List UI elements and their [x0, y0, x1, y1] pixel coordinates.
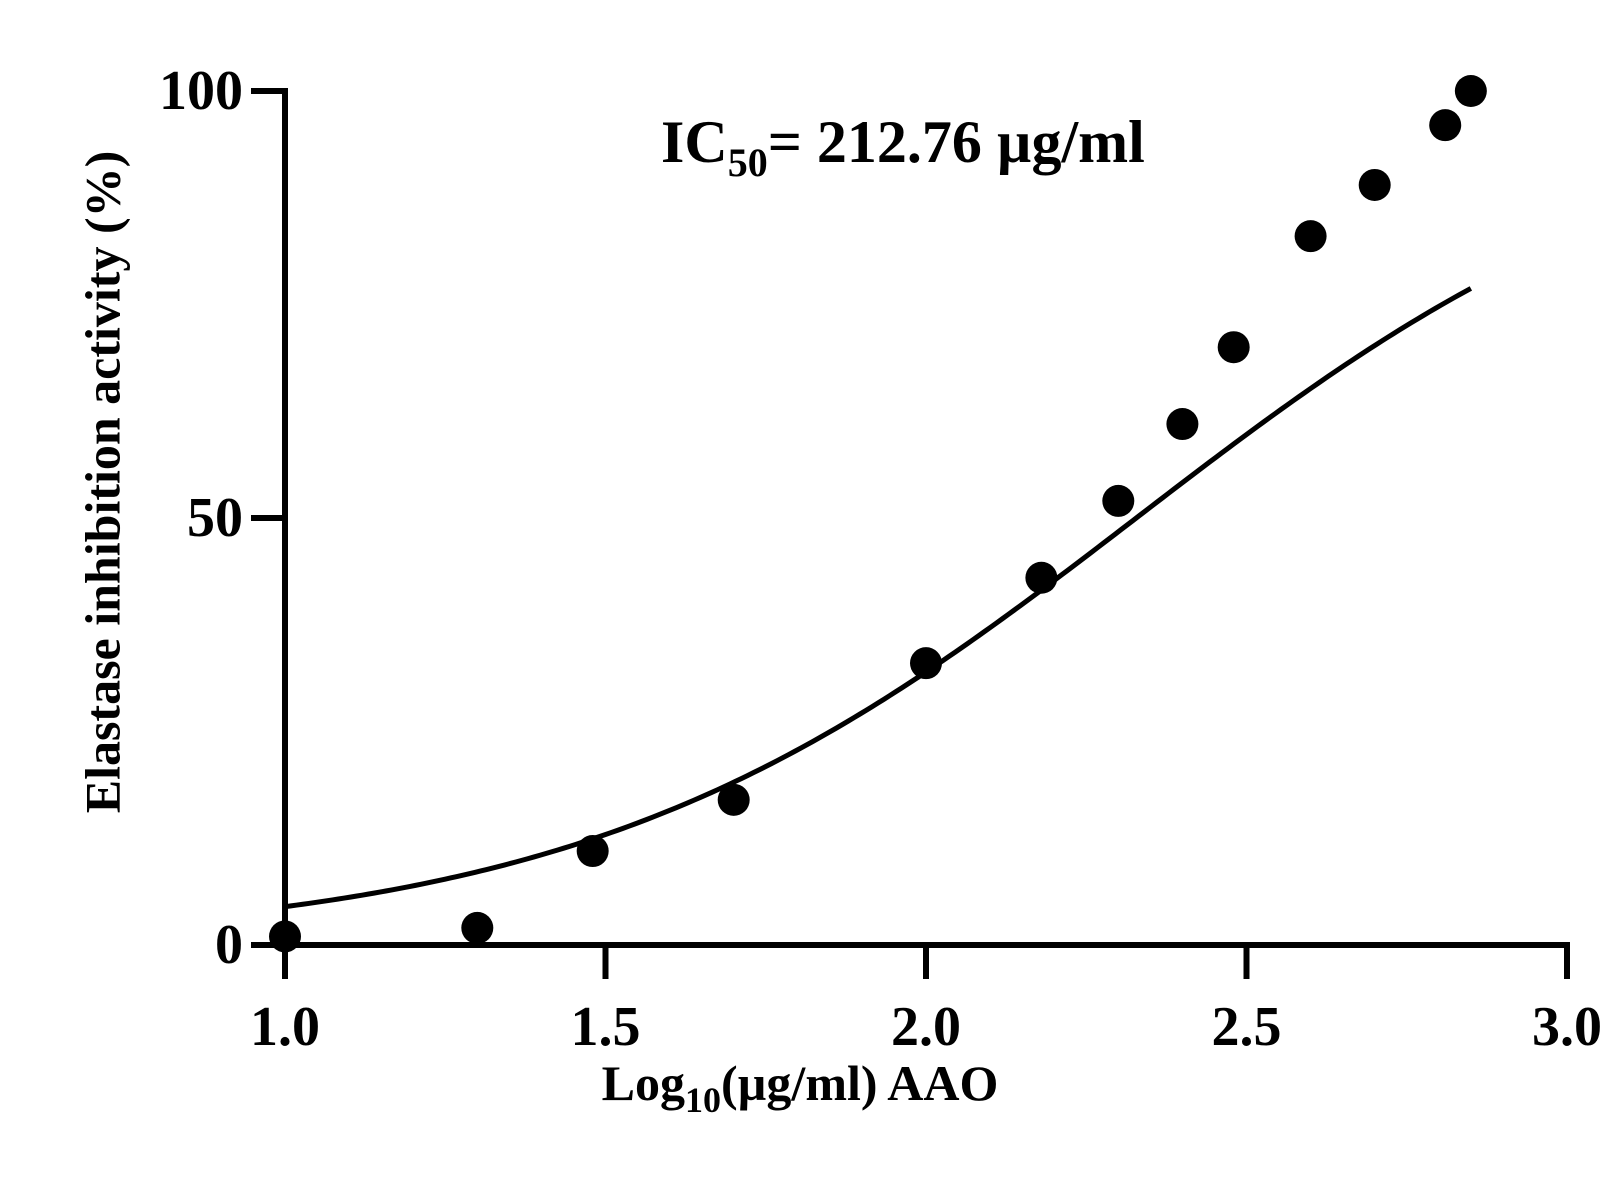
y-tick-label: 0	[215, 914, 243, 976]
data-point	[269, 920, 301, 953]
y-tick-label: 50	[187, 487, 243, 549]
data-point	[1217, 331, 1250, 364]
ic50-annotation-rest: = 212.76 µg/ml	[768, 109, 1145, 175]
x-axis-title-rest: (µg/ml) AAO	[721, 1055, 998, 1111]
x-axis-title: Log10(µg/ml) AAO	[602, 1055, 999, 1120]
data-point	[1454, 75, 1487, 107]
data-point	[1102, 484, 1135, 517]
x-tick-label: 2.5	[1212, 996, 1282, 1058]
y-axis: 0 50 100	[159, 60, 288, 979]
data-point	[1429, 109, 1462, 142]
x-axis-title-main: Log	[602, 1055, 685, 1111]
ic50-annotation: IC50= 212.76 µg/ml	[661, 109, 1145, 185]
data-point	[1294, 220, 1327, 253]
fit-curve	[284, 286, 1473, 910]
y-axis-title: Elastase inhibition activity (%)	[74, 151, 130, 814]
data-point	[717, 783, 750, 816]
ic50-annotation-subscript: 50	[728, 140, 768, 185]
x-tick-label: 1.5	[571, 996, 641, 1058]
data-point	[576, 835, 609, 868]
x-axis: 1.0 1.5 2.0 2.5 3.0	[250, 942, 1602, 1058]
x-tick-label: 3.0	[1532, 996, 1602, 1058]
x-axis-title-subscript: 10	[685, 1080, 721, 1120]
x-tick-label: 2.0	[891, 996, 961, 1058]
data-point	[1025, 561, 1058, 594]
data-points	[269, 75, 1487, 953]
data-point	[461, 911, 494, 944]
data-point	[1358, 168, 1391, 201]
x-ticks: 1.0 1.5 2.0 2.5 3.0	[250, 945, 1602, 1058]
data-point	[1166, 408, 1199, 441]
data-point	[910, 647, 942, 680]
y-ticks: 0 50 100	[159, 60, 285, 976]
ic50-annotation-main: IC	[661, 109, 728, 175]
x-tick-label: 1.0	[250, 996, 320, 1058]
y-tick-label: 100	[159, 60, 243, 122]
